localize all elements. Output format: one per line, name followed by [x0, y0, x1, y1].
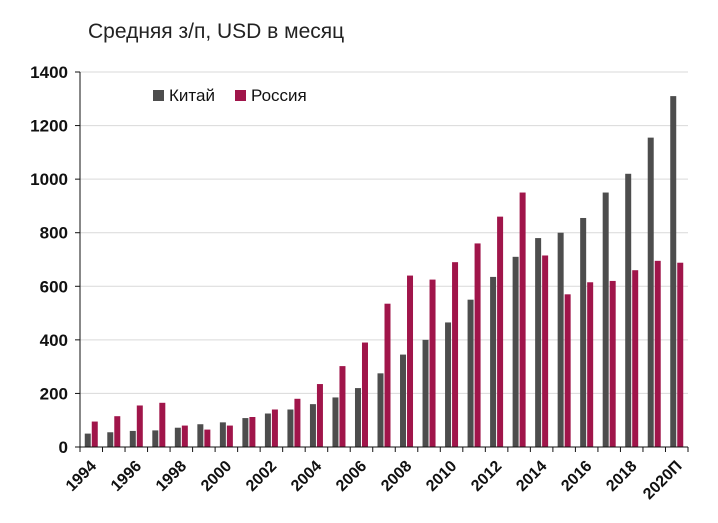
legend-label-russia: Россия [251, 86, 307, 105]
bar-china-2009 [422, 339, 429, 447]
bar-china-2006 [354, 388, 361, 447]
legend-label-china: Китай [169, 86, 215, 105]
bar-russia-1995 [114, 416, 121, 447]
bar-russia-2003 [294, 398, 301, 447]
bar-china-2010 [445, 322, 452, 447]
bar-china-2019 [647, 137, 654, 447]
bar-china-2014 [535, 238, 542, 447]
bar-china-2005 [332, 397, 339, 447]
y-tick-label: 0 [59, 438, 68, 457]
bar-china-2004 [309, 404, 316, 447]
bar-russia-2001 [249, 417, 256, 447]
x-tick-label: 2004 [288, 458, 325, 495]
bar-russia-2004 [316, 384, 323, 447]
bar-russia-2020П [677, 262, 684, 447]
bar-china-2017 [602, 192, 609, 447]
bar-china-2007 [377, 373, 384, 447]
gridlines [80, 71, 688, 394]
x-tick-label: 1998 [153, 458, 190, 495]
bar-russia-2011 [474, 243, 481, 447]
y-tick-label: 600 [40, 277, 68, 296]
x-axis-ticks: 1994 1996 1998 2000 2002 2004 2006 2008 2010 2012… [63, 447, 689, 503]
x-tick-label: 2018 [603, 458, 640, 495]
bar-russia-2000 [226, 425, 233, 447]
bar-china-2020П [670, 96, 677, 447]
bar-russia-2005 [339, 366, 346, 447]
bar-russia-2006 [361, 342, 368, 447]
bar-china-2001 [242, 418, 249, 447]
y-axis-ticks: 0 200 400 600 800 1000 1200 1400 [30, 63, 80, 457]
bar-russia-2017 [609, 280, 616, 447]
bar-russia-1994 [91, 421, 98, 447]
axes [79, 72, 688, 448]
bar-russia-2010 [452, 262, 459, 447]
x-tick-label: 2006 [333, 458, 370, 495]
bar-china-2011 [467, 299, 474, 447]
bar-china-1994 [84, 433, 91, 447]
bar-russia-1999 [204, 429, 211, 447]
y-tick-label: 1200 [30, 117, 68, 136]
y-tick-label: 1400 [30, 63, 68, 82]
bar-russia-2015 [564, 294, 571, 447]
y-tick-label: 400 [40, 331, 68, 350]
bar-china-2002 [264, 413, 271, 447]
y-tick-label: 200 [40, 384, 68, 403]
bar-russia-1998 [181, 425, 188, 447]
bars [84, 96, 684, 448]
x-tick-label: 2020П [640, 458, 685, 503]
x-tick-label: 2008 [378, 458, 415, 495]
bar-russia-2009 [429, 279, 436, 447]
bar-russia-2018 [632, 270, 639, 447]
bar-russia-2007 [384, 303, 391, 447]
legend-swatch-china [153, 90, 164, 101]
bar-russia-1997 [159, 402, 166, 447]
x-tick-label: 2016 [558, 458, 595, 495]
bar-russia-2016 [587, 282, 594, 447]
x-tick-label: 2010 [423, 458, 460, 495]
bar-china-2000 [219, 422, 226, 447]
x-tick-label: 1994 [63, 458, 100, 495]
bar-china-2016 [580, 217, 587, 447]
bar-china-1998 [174, 427, 181, 447]
bar-russia-2008 [407, 275, 414, 447]
y-tick-label: 800 [40, 224, 68, 243]
bar-russia-2019 [654, 260, 661, 447]
bar-china-1997 [152, 430, 159, 447]
bar-china-1995 [107, 432, 114, 447]
bar-china-2013 [512, 256, 519, 447]
chart-title: Средняя з/п, USD в месяц [88, 20, 345, 43]
x-tick-label: 1996 [108, 458, 145, 495]
x-tick-label: 2000 [198, 458, 235, 495]
legend-swatch-russia [235, 90, 246, 101]
bar-china-1996 [129, 430, 136, 447]
bar-china-1999 [197, 424, 204, 447]
bar-china-2012 [490, 276, 497, 447]
x-tick-label: 2012 [468, 458, 505, 495]
bar-russia-2014 [542, 255, 549, 447]
bar-china-2003 [287, 409, 294, 447]
x-tick-label: 2014 [513, 458, 550, 495]
bar-china-2008 [400, 354, 407, 447]
bar-russia-2012 [497, 216, 504, 447]
bar-china-2015 [557, 232, 564, 447]
bar-russia-2013 [519, 192, 526, 447]
bar-russia-1996 [136, 405, 143, 447]
x-tick-label: 2002 [243, 458, 280, 495]
bar-russia-2002 [271, 409, 278, 447]
bar-china-2018 [625, 173, 632, 448]
legend: Китай Россия [153, 86, 307, 105]
y-tick-label: 1000 [30, 170, 68, 189]
